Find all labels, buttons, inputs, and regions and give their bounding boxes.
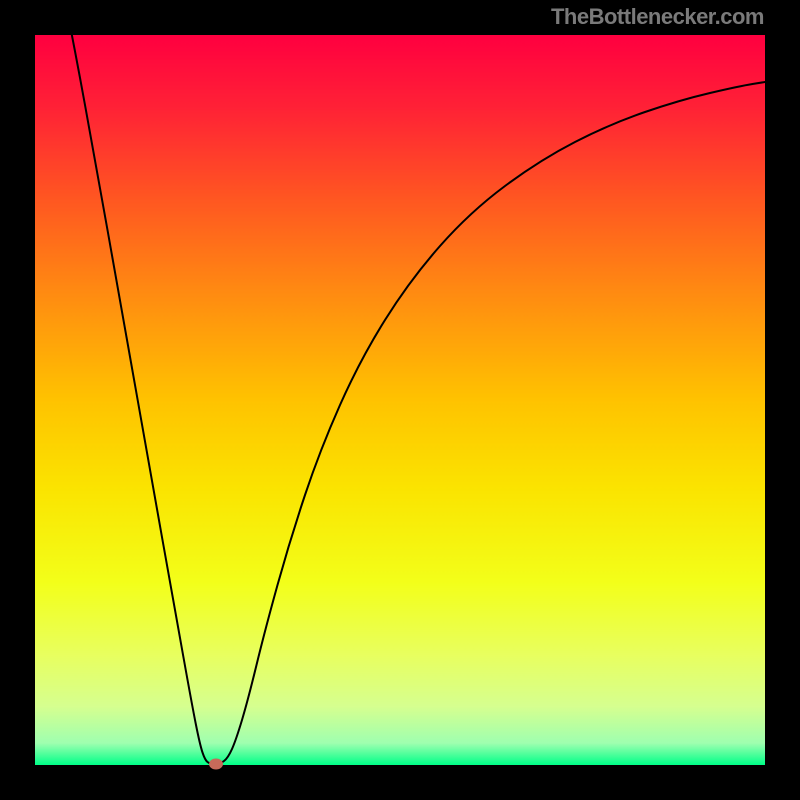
watermark-label: TheBottlenecker.com — [551, 4, 764, 29]
optimal-point-marker — [209, 759, 223, 770]
watermark-text: TheBottlenecker.com — [551, 4, 764, 30]
bottleneck-curve — [0, 0, 800, 800]
chart-container: TheBottlenecker.com — [0, 0, 800, 800]
